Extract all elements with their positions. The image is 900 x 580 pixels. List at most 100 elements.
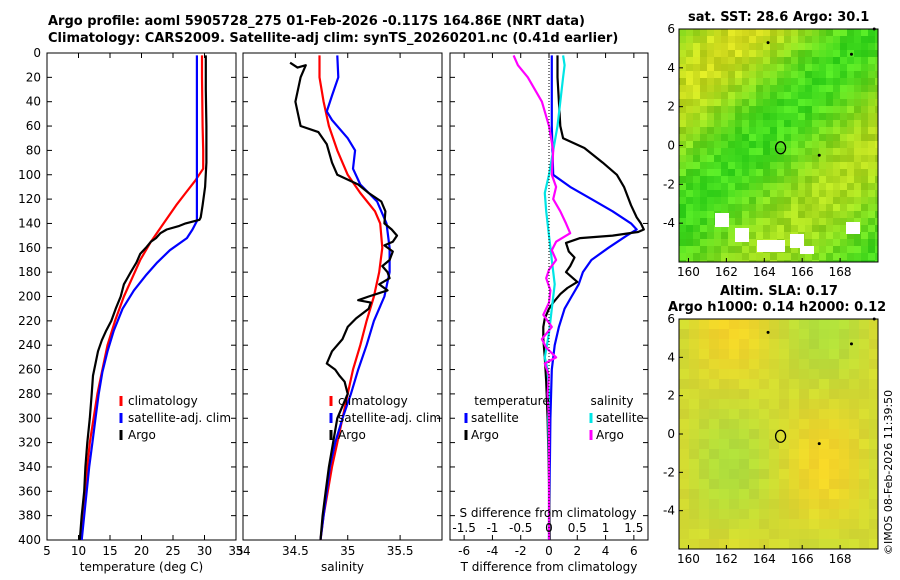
map-cell: [791, 106, 798, 113]
map-cell: [847, 127, 854, 134]
map-cell: [700, 225, 707, 232]
map-cell: [789, 339, 799, 349]
legend-label: climatology: [128, 394, 198, 408]
map-cell: [770, 92, 777, 99]
map-cell: [728, 211, 735, 218]
map-cell: [791, 99, 798, 106]
map-cell: [729, 469, 739, 479]
map-cell: [812, 260, 819, 262]
map-cell: [784, 92, 791, 99]
y-tick-label: 400: [18, 533, 41, 547]
map-cell: [779, 499, 789, 509]
map-cell: [784, 225, 791, 232]
map-cell: [699, 329, 709, 339]
map-cell: [798, 190, 805, 197]
map-cell: [833, 99, 840, 106]
map-cell: [809, 509, 819, 519]
map-cell: [861, 183, 868, 190]
map-cell: [756, 92, 763, 99]
map-cell: [735, 113, 742, 120]
map-cell: [847, 155, 854, 162]
map-cell: [868, 218, 875, 225]
map-cell: [707, 197, 714, 204]
map-cell: [770, 169, 777, 176]
map-cell: [849, 539, 859, 549]
map-cell: [700, 113, 707, 120]
map-cell: [707, 218, 714, 225]
map-x-tick-label: 160: [677, 265, 700, 279]
map-cell: [847, 71, 854, 78]
map-cell: [826, 50, 833, 57]
map-cell: [763, 43, 770, 50]
map-cell: [805, 169, 812, 176]
map-cell: [805, 78, 812, 85]
map-cell: [791, 134, 798, 141]
map-cell: [805, 106, 812, 113]
map-cell: [854, 92, 861, 99]
map-cell: [875, 239, 878, 246]
map-cell: [709, 329, 719, 339]
map-cell: [699, 519, 709, 529]
map-cell: [833, 197, 840, 204]
map-cell: [769, 379, 779, 389]
map-cell: [679, 369, 689, 379]
map-cell: [826, 134, 833, 141]
map-cell: [854, 155, 861, 162]
map-cell: [728, 71, 735, 78]
map-cell: [833, 57, 840, 64]
map-cell: [749, 204, 756, 211]
map-cell: [779, 389, 789, 399]
map-cell: [849, 369, 859, 379]
map-cell: [847, 218, 854, 225]
island-dot: [849, 52, 853, 56]
map-cell: [840, 134, 847, 141]
map-cell: [700, 211, 707, 218]
map-cell: [679, 183, 686, 190]
map-cell: [784, 106, 791, 113]
map-sst: [679, 29, 878, 262]
map-cell: [840, 127, 847, 134]
map-cell: [875, 197, 878, 204]
map-cell: [749, 349, 759, 359]
map-cell: [875, 127, 878, 134]
map-cell: [693, 78, 700, 85]
map-cell: [709, 389, 719, 399]
map-cell: [829, 319, 839, 329]
map-cell: [784, 99, 791, 106]
sst-map-title: sat. SST: 28.6 Argo: 30.1: [688, 10, 870, 25]
map-cell: [791, 183, 798, 190]
map-cell: [809, 339, 819, 349]
legend-label: satellite-adj. clim: [338, 411, 441, 425]
map-cell: [714, 260, 721, 262]
map-cell: [699, 439, 709, 449]
map-cell: [679, 218, 686, 225]
map-cell: [847, 64, 854, 71]
map-cell: [700, 183, 707, 190]
map-cell: [805, 57, 812, 64]
header-line-2: Climatology: CARS2009. Satellite-adj cli…: [48, 31, 619, 46]
map-cell: [707, 190, 714, 197]
map-cell: [742, 57, 749, 64]
map-cell: [729, 509, 739, 519]
map-cell: [735, 183, 742, 190]
map-cell: [770, 141, 777, 148]
map-cell: [749, 50, 756, 57]
map-cell: [875, 169, 878, 176]
map-cell: [819, 519, 829, 529]
map-cell: [861, 253, 868, 260]
map-cell: [679, 399, 689, 409]
missing-data-patch: [715, 213, 729, 227]
map-cell: [714, 183, 721, 190]
map-cell: [742, 204, 749, 211]
map-cell: [770, 99, 777, 106]
map-cell: [689, 419, 699, 429]
map-x-tick-label: 160: [677, 552, 700, 566]
map-cell: [721, 64, 728, 71]
map-cell: [689, 539, 699, 549]
map-cell: [859, 399, 869, 409]
x-tick-label: 6: [630, 544, 638, 558]
map-cell: [819, 349, 829, 359]
map-cell: [805, 176, 812, 183]
map-cell: [759, 479, 769, 489]
map-cell: [728, 36, 735, 43]
